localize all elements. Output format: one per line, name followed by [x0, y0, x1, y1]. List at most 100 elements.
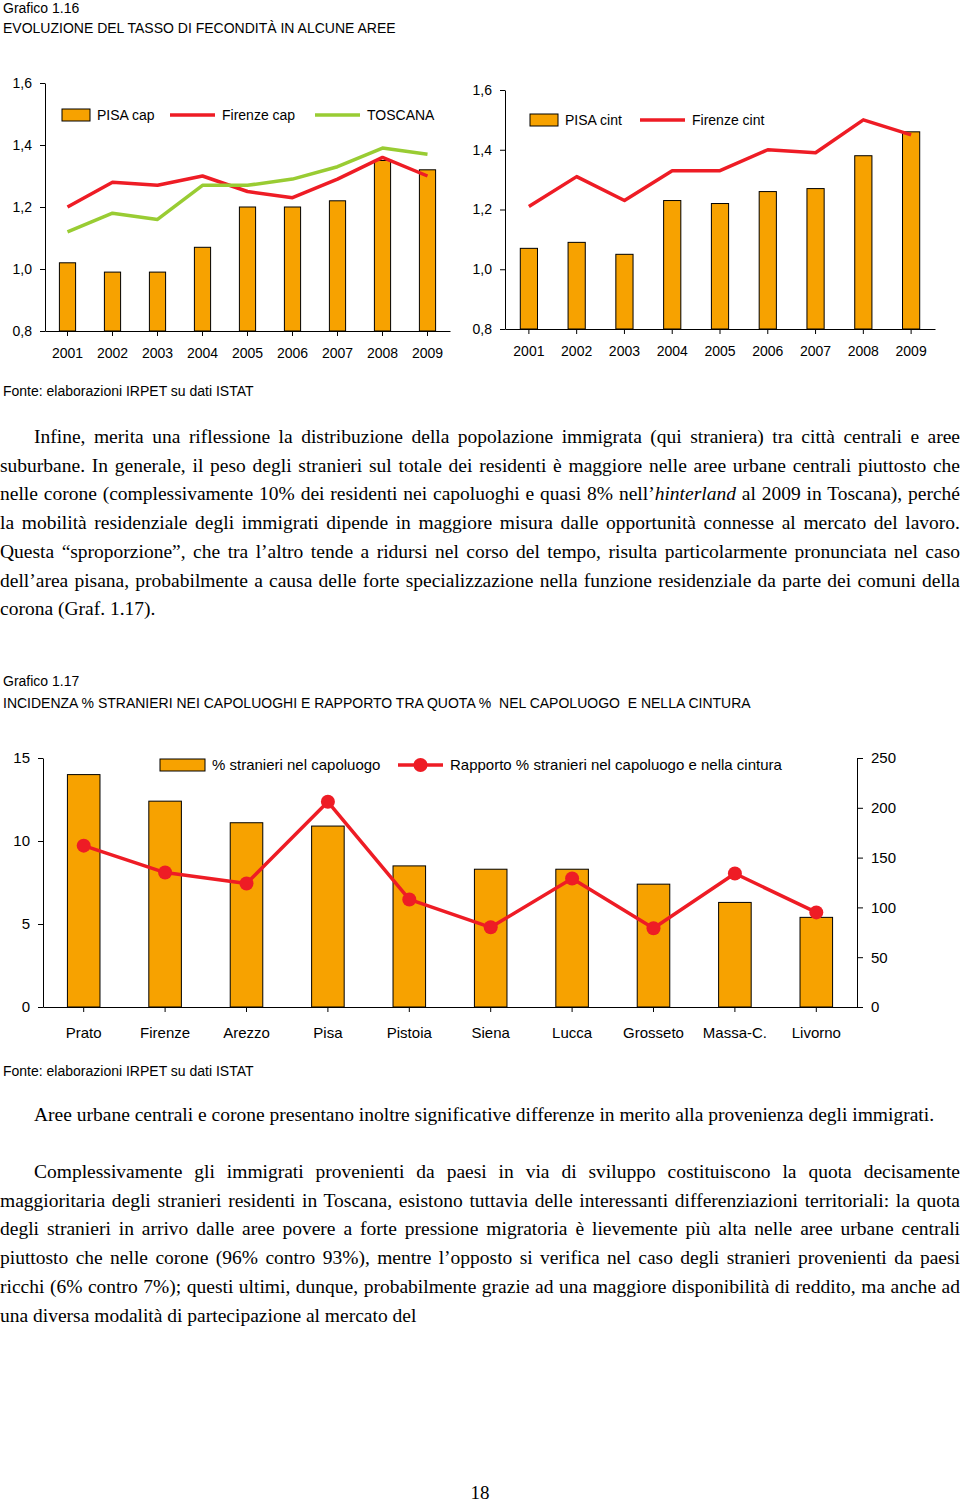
- marker: [240, 876, 254, 890]
- text-run: Complessivamente gli immigrati provenien…: [0, 1161, 960, 1326]
- marker: [809, 905, 823, 919]
- tick-label: Grosseto: [623, 1024, 684, 1041]
- bar: [474, 869, 507, 1007]
- tick-label: 100: [871, 899, 896, 916]
- tick-label: 2003: [609, 343, 640, 359]
- tick-mark: [38, 924, 43, 925]
- text-run: Aree urbane centrali e corone presentano…: [34, 1104, 934, 1125]
- legend-swatch: [62, 109, 90, 121]
- tick: Pisa: [313, 1007, 343, 1041]
- tick-label: 2008: [848, 343, 879, 359]
- tick-mark: [490, 1007, 491, 1012]
- figure-source: Fonte: elaborazioni IRPET su dati ISTAT: [3, 383, 254, 399]
- bar: [419, 170, 435, 331]
- tick: 250: [857, 749, 896, 766]
- tick-mark: [857, 758, 863, 759]
- legend-swatch: [530, 114, 558, 126]
- tick: 2005: [232, 331, 263, 361]
- tick-mark: [911, 329, 912, 334]
- tick-label: 200: [871, 799, 896, 816]
- tick: 5: [22, 915, 43, 932]
- tick: 10: [13, 832, 43, 849]
- marker: [728, 867, 742, 881]
- tick-mark: [38, 1007, 43, 1008]
- tick: 100: [857, 899, 896, 916]
- tick: 2001: [513, 329, 544, 359]
- tick-mark: [202, 331, 203, 336]
- tick-label: 2006: [752, 343, 783, 359]
- tick-label: Arezzo: [223, 1024, 270, 1041]
- tick-label: 0: [22, 998, 30, 1015]
- x-axis: 200120022003200420052006200720082009: [506, 329, 936, 359]
- tick-label: 1,0: [13, 261, 33, 277]
- tick-mark: [863, 329, 864, 334]
- tick-label: 1,2: [13, 199, 33, 215]
- tick-label: Livorno: [792, 1024, 841, 1041]
- series-line: [68, 148, 428, 232]
- tick-mark: [500, 150, 505, 151]
- tick-label: Firenze: [140, 1024, 190, 1041]
- marker: [77, 839, 91, 853]
- tick: Prato: [66, 1007, 102, 1041]
- tick-mark: [292, 331, 293, 336]
- tick-mark: [427, 331, 428, 336]
- tick-label: 2002: [97, 345, 128, 361]
- tick-mark: [67, 331, 68, 336]
- text-run: hinterland: [655, 483, 736, 504]
- tick: 1,4: [13, 137, 45, 153]
- series-line: [68, 157, 428, 207]
- bar: [807, 189, 824, 329]
- tick-mark: [576, 329, 577, 334]
- bar: [719, 902, 752, 1007]
- marker: [402, 892, 416, 906]
- tick-label: Pisa: [313, 1024, 343, 1041]
- bar: [616, 254, 633, 329]
- tick-mark: [327, 1007, 328, 1012]
- figure-title: INCIDENZA % STRANIERI NEI CAPOLUOGHI E R…: [3, 695, 751, 711]
- tick-label: 1,4: [13, 137, 33, 153]
- tick: 2001: [52, 331, 83, 361]
- plot-area: [67, 775, 832, 1007]
- tick-mark: [857, 808, 863, 809]
- tick-label: 10: [13, 832, 30, 849]
- bar: [284, 207, 300, 331]
- tick-label: 2005: [704, 343, 735, 359]
- tick: 15: [13, 749, 43, 766]
- figure-title: EVOLUZIONE DEL TASSO DI FECONDITÀ IN ALC…: [3, 20, 396, 36]
- tick-mark: [157, 331, 158, 336]
- paragraph: Aree urbane centrali e corone presentano…: [0, 1101, 960, 1130]
- tick-mark: [337, 331, 338, 336]
- tick-label: 2007: [800, 343, 831, 359]
- tick: 2004: [657, 329, 688, 359]
- tick-mark: [40, 331, 45, 332]
- tick: 1,6: [473, 82, 505, 98]
- tick-label: 2006: [277, 345, 308, 361]
- tick-mark: [815, 329, 816, 334]
- tick: 2005: [704, 329, 735, 359]
- axis-line: [505, 91, 506, 330]
- bar: [194, 247, 210, 331]
- tick-mark: [409, 1007, 410, 1012]
- tick-label: 2007: [322, 345, 353, 361]
- tick-mark: [40, 269, 45, 270]
- legend: PISA capFirenze capTOSCANA: [62, 107, 435, 123]
- tick: 150: [857, 849, 896, 866]
- marker: [158, 866, 172, 880]
- tick: 0: [22, 998, 43, 1015]
- bar: [230, 823, 263, 1007]
- tick-label: 2009: [896, 343, 927, 359]
- legend: % stranieri nel capoluogoRapporto % stra…: [160, 756, 783, 773]
- y-axis: 0,81,01,21,41,6: [473, 82, 506, 337]
- series-line: [529, 120, 911, 207]
- tick: 2009: [896, 329, 927, 359]
- tick-mark: [500, 329, 505, 330]
- bar: [855, 156, 872, 329]
- tick-mark: [500, 210, 505, 211]
- tick: Lucca: [552, 1007, 593, 1041]
- tick-mark: [500, 90, 505, 91]
- tick-mark: [165, 1007, 166, 1012]
- tick-label: Prato: [66, 1024, 102, 1041]
- bar: [800, 917, 833, 1007]
- tick: Massa-C.: [703, 1007, 767, 1041]
- tick: 2008: [367, 331, 398, 361]
